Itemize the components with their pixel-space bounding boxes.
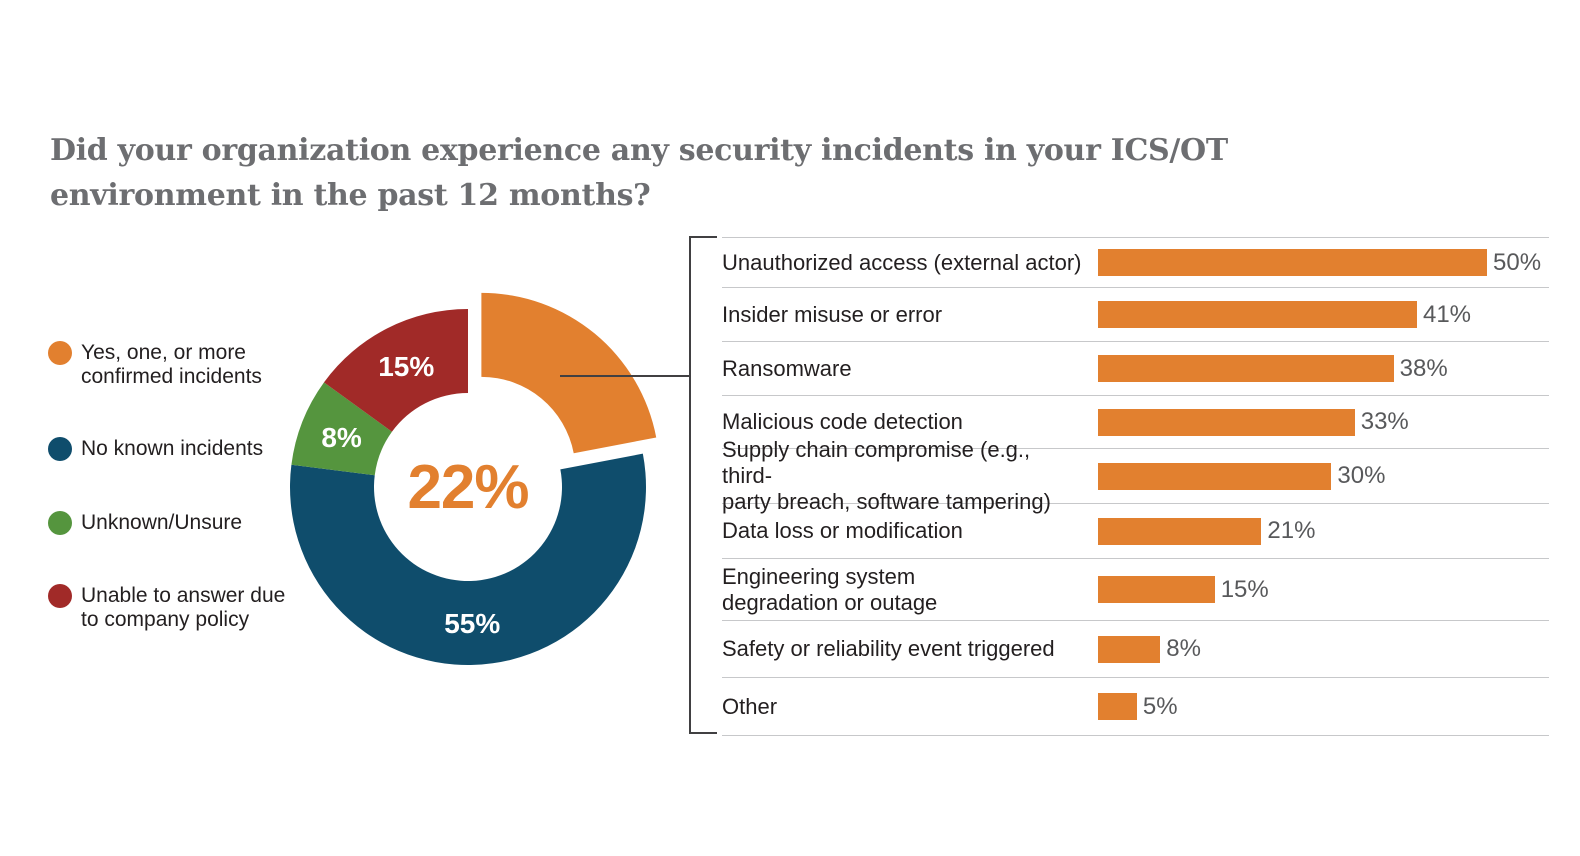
bar-category-label: Malicious code detection: [722, 409, 963, 434]
chart-title-line2: environment in the past 12 months?: [50, 178, 651, 213]
bar-row: Data loss or modification 21%: [722, 503, 1549, 558]
bar: [1098, 301, 1417, 328]
bar-value-label: 50%: [1493, 248, 1542, 276]
bar-value-label: 5%: [1142, 692, 1178, 720]
legend-label: Yes, one, or more confirmed incidents: [81, 341, 262, 388]
bar-row: Insider misuse or error 41%: [722, 287, 1549, 341]
bar-category-label: Supply chain compromise (e.g., third- pa…: [722, 437, 1051, 514]
bar-value-label: 21%: [1267, 517, 1316, 544]
bar-value-label: 38%: [1399, 354, 1448, 382]
bar: [1098, 408, 1355, 436]
legend-swatch-orange: [48, 341, 72, 365]
bar: [1098, 249, 1487, 276]
bar: [1098, 693, 1137, 720]
bar-category-label: Ransomware: [722, 355, 852, 381]
donut-center-label: 22%: [407, 453, 529, 522]
legend-label: Unknown/Unsure: [81, 511, 243, 534]
bar-row: Supply chain compromise (e.g., third- pa…: [722, 437, 1549, 514]
donut-slice-value-label: 55%: [444, 608, 500, 639]
donut-slice: [291, 382, 392, 476]
chart-title: Did your organization experience any sec…: [50, 128, 1228, 218]
legend-swatch-green: [48, 511, 72, 535]
bar-category-label: Safety or reliability event triggered: [722, 636, 1055, 661]
bar-value-label: 30%: [1337, 462, 1386, 489]
donut-chart: 55% 8% 15%: [290, 292, 657, 665]
chart-title-line1: Did your organization experience any sec…: [50, 133, 1228, 168]
legend-swatch-red: [48, 584, 72, 608]
bracket-top-tick: [689, 236, 717, 238]
bar-row: Ransomware 38%: [722, 341, 1549, 395]
bar-category-label: Unauthorized access (external actor): [722, 249, 1082, 275]
bar-row: Malicious code detection 33%: [722, 395, 1549, 448]
bar: [1098, 635, 1161, 663]
legend-swatch-blue: [48, 437, 72, 461]
donut-slice: [290, 453, 646, 665]
bar-category-label: Insider misuse or error: [722, 301, 943, 327]
bar-category-label: Engineering system degradation or outage: [722, 563, 938, 615]
bracket-vertical-line: [689, 236, 691, 734]
legend-item-unable-to-answer: Unable to answer due to company policy: [48, 584, 285, 632]
bar-category-label: Other: [722, 693, 778, 719]
bar: [1098, 517, 1262, 545]
bar-row: Other 5%: [722, 677, 1549, 735]
donut-slice-value-label: 8%: [321, 422, 362, 453]
legend-item-no-known-incidents: No known incidents: [48, 437, 263, 461]
donut-slice: [481, 292, 657, 454]
legend-item-unknown-unsure: Unknown/Unsure: [48, 511, 242, 535]
legend-label: No known incidents: [81, 437, 264, 460]
donut-slice: [323, 309, 468, 432]
bar-row: Safety or reliability event triggered 8%: [722, 620, 1549, 677]
bracket-bottom-tick: [689, 732, 717, 734]
bar-value-label: 33%: [1360, 408, 1409, 435]
donut-slice-value-label: 15%: [378, 351, 434, 382]
bar-chart: Unauthorized access (external actor) 50% I…: [722, 237, 1549, 736]
bar-row: Unauthorized access (external actor) 50%: [722, 237, 1549, 287]
bar: [1098, 355, 1394, 382]
legend-item-confirmed-incidents: Yes, one, or more confirmed incidents: [48, 341, 262, 389]
bar: [1098, 576, 1215, 603]
bar-value-label: 41%: [1422, 300, 1472, 328]
bar-row: Engineering system degradation or outage…: [722, 558, 1549, 620]
bar-value-label: 8%: [1166, 635, 1201, 662]
bar: [1098, 462, 1332, 490]
bar-value-label: 15%: [1220, 575, 1269, 603]
bar-category-label: Data loss or modification: [722, 518, 963, 543]
connector-line: [560, 375, 690, 377]
legend-label: Unable to answer due to company policy: [81, 584, 286, 631]
